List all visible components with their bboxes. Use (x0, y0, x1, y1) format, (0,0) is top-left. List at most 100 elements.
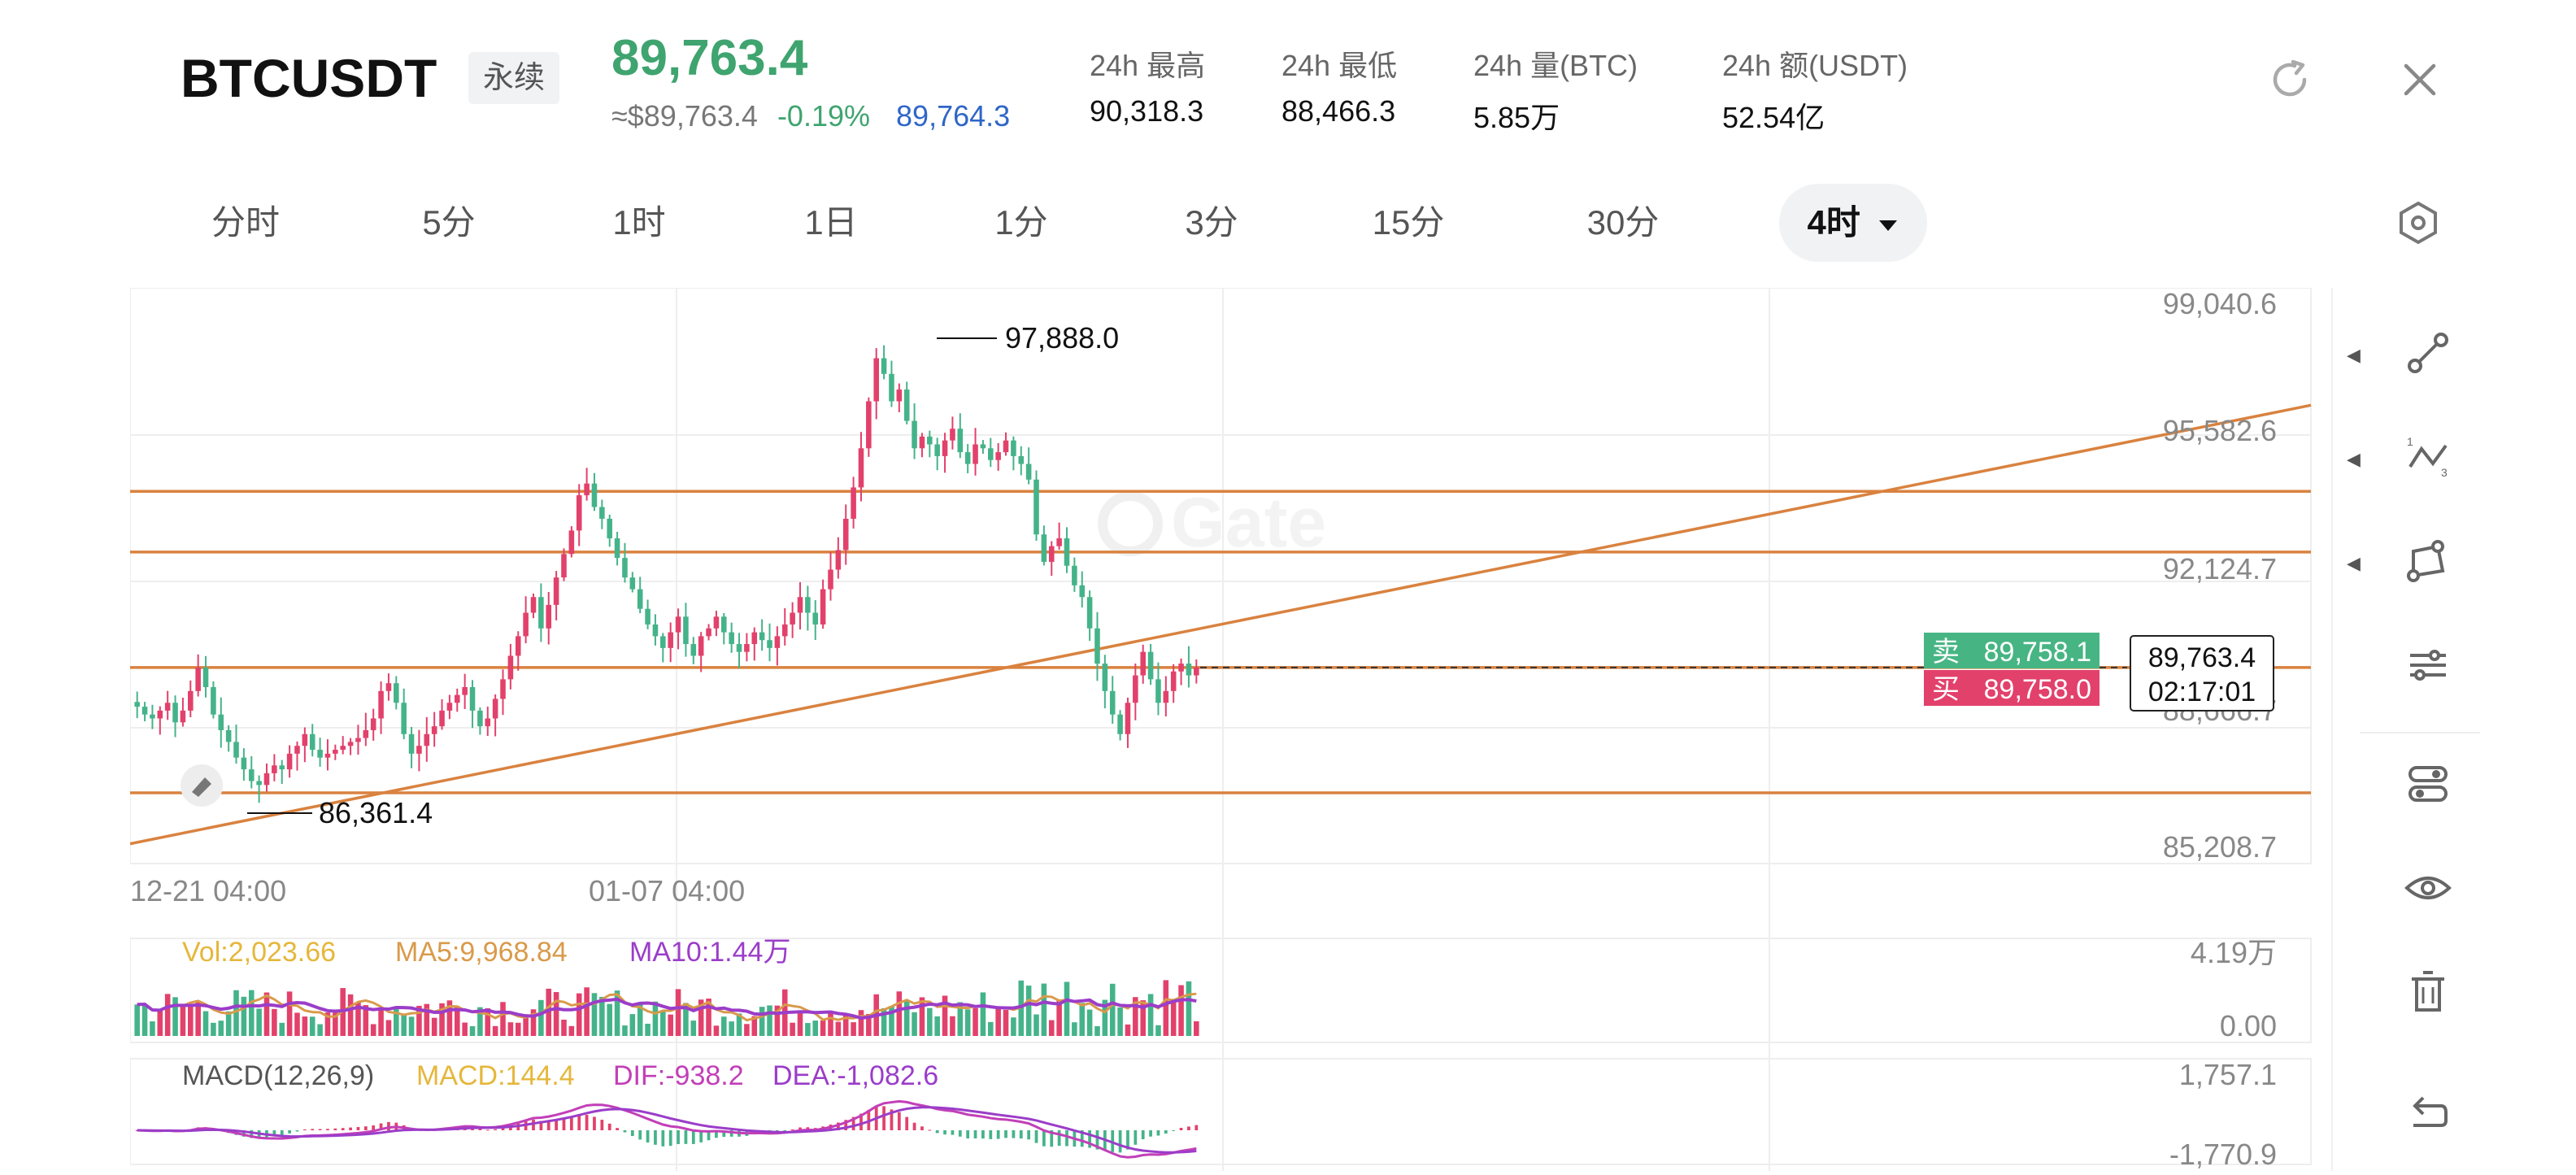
macd-histogram-bar (509, 1125, 512, 1130)
delete-button[interactable] (2394, 958, 2462, 1026)
volume-bar (706, 999, 711, 1036)
candle-body (408, 733, 415, 754)
candle-body (1163, 690, 1169, 703)
volume-bar (1163, 980, 1169, 1036)
tab-1h[interactable]: 1时 (612, 203, 666, 242)
candle-body (157, 710, 163, 719)
ma10-line (137, 997, 1197, 1020)
candle-body (309, 733, 315, 751)
indicator-button[interactable] (2394, 750, 2462, 818)
candle-body (1056, 538, 1062, 546)
volume-bar (690, 1021, 697, 1036)
candle-body (455, 694, 460, 703)
sell-label: 卖 (1932, 637, 1960, 668)
macd-histogram-bar (920, 1126, 924, 1130)
candle-body (164, 703, 171, 711)
volume-bar (455, 1007, 460, 1036)
refresh-button[interactable] (2257, 47, 2322, 112)
candle-body (1186, 664, 1192, 676)
volume-bar (1056, 999, 1062, 1036)
candle-body (599, 507, 605, 519)
time-tick: 01-07 04:00 (589, 874, 745, 907)
svg-text:3: 3 (2441, 466, 2448, 479)
candle-body (462, 687, 468, 695)
kline-svg[interactable]: Gate 99,040.6 95,582.6 92,124.7 88,666.7… (129, 287, 2496, 1171)
volume-bar (211, 1022, 216, 1036)
candle-body (378, 690, 384, 719)
drawing-layer[interactable] (129, 403, 2312, 846)
sell-price-tag[interactable]: 卖 89,758.1 (1924, 633, 2100, 668)
macd-histogram-bar (280, 1130, 284, 1136)
volume-bars (134, 980, 1199, 1036)
drawing-anchor-icon[interactable] (181, 764, 223, 807)
expand-caret-icon[interactable]: ◀ (2347, 553, 2361, 573)
fib-tool-button[interactable]: 1 3 (2394, 423, 2462, 491)
macd-histogram-bar (715, 1130, 718, 1138)
candle-body (195, 667, 201, 691)
volume-bar (973, 1007, 978, 1036)
candle-body (622, 558, 628, 578)
current-price-box: 89,763.4 02:17:01 (2130, 635, 2274, 712)
volume-bar (851, 1022, 856, 1036)
candle-body (767, 640, 772, 648)
candle-body (211, 687, 216, 715)
macd-histogram-bar (1172, 1130, 1176, 1131)
volume-bar (500, 1002, 506, 1036)
kline-chart[interactable]: Gate 99,040.6 95,582.6 92,124.7 88,666.7… (129, 287, 2496, 1171)
last-price: 89,763.4 (611, 30, 808, 86)
stat-turnover: 24h 额(USDT) 52.54亿 (1722, 42, 1908, 137)
visibility-button[interactable] (2394, 854, 2462, 922)
macd-histogram-bar (1126, 1130, 1129, 1150)
macd-histogram-bar (935, 1130, 939, 1134)
volume-bar (1147, 994, 1154, 1036)
volume-bar (889, 1006, 894, 1036)
candle-body (988, 448, 994, 460)
macd-histogram-bar (1080, 1130, 1084, 1147)
buy-price-tag[interactable]: 买 89,758.0 (1924, 670, 2100, 706)
candle-body (690, 644, 697, 656)
macd-histogram-bar (250, 1130, 254, 1138)
tab-4h[interactable]: 4时 (1779, 184, 1927, 262)
volume-bar (713, 1025, 720, 1036)
volume-bar (439, 1003, 445, 1036)
candle-body (858, 448, 864, 488)
shape-tool-button[interactable] (2394, 527, 2462, 595)
tab-1m[interactable]: 1分 (994, 203, 1048, 242)
close-button[interactable] (2387, 47, 2452, 112)
tab-3m[interactable]: 3分 (1185, 203, 1238, 242)
macd-histogram-bar (349, 1127, 352, 1130)
candle-body (805, 597, 811, 613)
macd-histogram-bar (1141, 1130, 1145, 1140)
macd-histogram-bar (851, 1116, 855, 1130)
volume-bar (903, 999, 910, 1036)
tab-30m[interactable]: 30分 (1586, 203, 1660, 242)
undo-button[interactable] (2394, 1078, 2462, 1147)
macd-histogram-bar (478, 1129, 482, 1130)
candle-body (919, 436, 925, 449)
candle-body (652, 624, 659, 637)
tab-15m[interactable]: 15分 (1372, 203, 1445, 242)
macd-histogram-bar (494, 1129, 498, 1130)
tab-1d[interactable]: 1日 (804, 203, 858, 242)
candle-body (150, 714, 155, 719)
candle-body (942, 440, 948, 456)
volume-bar (272, 1008, 277, 1036)
volume-bar (538, 999, 544, 1036)
price-tick: 85,208.7 (2163, 830, 2277, 864)
candle-body (279, 765, 285, 770)
volume-bar (446, 1000, 453, 1036)
macd-histogram-bar (318, 1129, 322, 1130)
candle-body (141, 707, 148, 715)
macd-histogram-bar (1187, 1126, 1190, 1130)
adjust-settings-button[interactable] (2394, 631, 2462, 699)
volume-bar (599, 996, 605, 1036)
candle-body (202, 667, 209, 688)
expand-caret-icon[interactable]: ◀ (2347, 449, 2361, 469)
tab-fenshi[interactable]: 分时 (211, 203, 280, 242)
tab-5m[interactable]: 5分 (422, 203, 476, 242)
candle-body (500, 679, 506, 699)
chart-settings-button[interactable] (2386, 190, 2451, 255)
expand-caret-icon[interactable]: ◀ (2347, 345, 2361, 365)
line-tool-button[interactable] (2394, 319, 2462, 387)
volume-bar (347, 994, 354, 1036)
